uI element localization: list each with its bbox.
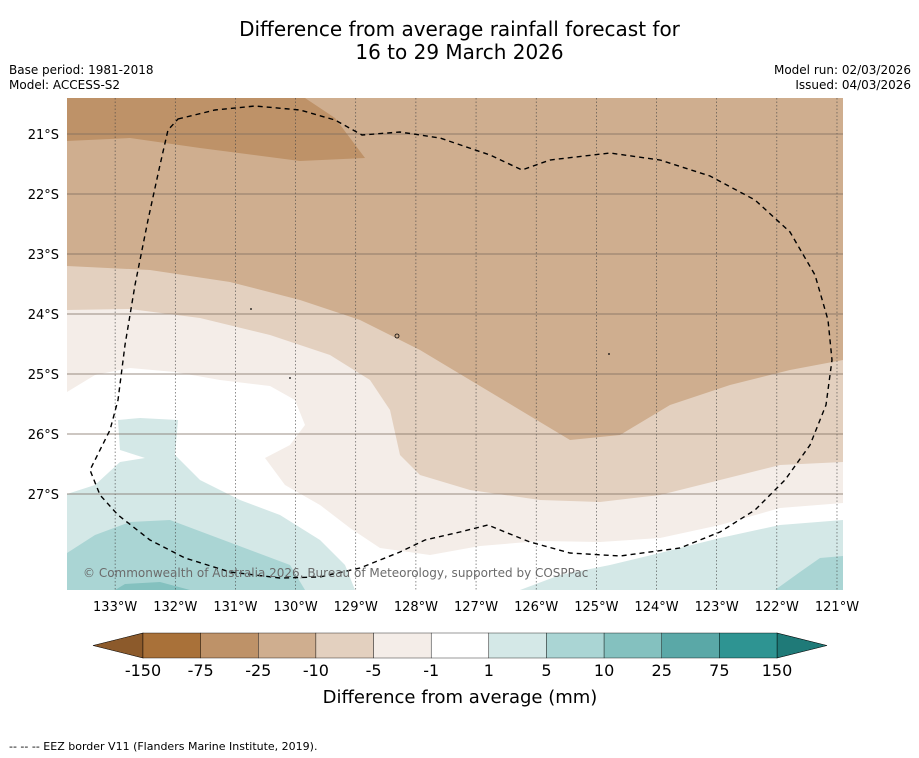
x-tick-label: 128°W	[394, 600, 438, 615]
copyright-credit: © Commonwealth of Australia 2026, Bureau…	[83, 566, 588, 580]
model-run: Model run: 02/03/2026	[773, 63, 911, 77]
colorbar-swatch	[546, 632, 605, 659]
base-period: Base period: 1981-2018	[9, 63, 154, 77]
x-tick-label: 129°W	[334, 600, 378, 615]
band-plus5-plus10	[67, 520, 843, 590]
colorbar-tick-label: -1	[423, 661, 439, 680]
y-tick-label: 25°S	[28, 368, 59, 383]
colorbar-extend-low	[92, 632, 144, 659]
map-field	[67, 98, 843, 590]
band-minus75-minus25	[67, 98, 365, 161]
colorbar-swatch	[719, 632, 778, 659]
band-plus10-plus25	[115, 582, 190, 590]
colorbar: -150 -75 -25 -10 -5 -1 1 5 10 25 75 150 Difference f…	[92, 632, 828, 708]
x-tick-label: 131°W	[213, 600, 257, 615]
y-tick-label: 23°S	[28, 248, 59, 263]
x-tick-label: 123°W	[695, 600, 739, 615]
colorbar-tick-label: -10	[303, 661, 329, 680]
colorbar-swatch	[603, 632, 662, 659]
colorbar-swatch	[430, 632, 490, 659]
title-line-1: Difference from average rainfall forecas…	[239, 17, 680, 41]
colorbar-swatch	[488, 632, 547, 659]
y-tick-label: 22°S	[28, 188, 59, 203]
x-tick-label: 127°W	[454, 600, 498, 615]
island-marker	[394, 333, 400, 339]
colorbar-swatch	[142, 632, 201, 659]
band-plus1-plus5	[67, 418, 843, 590]
colorbar-tick-label: -75	[188, 661, 214, 680]
y-tick-label: 24°S	[28, 308, 59, 323]
island-marker	[289, 377, 291, 379]
x-tick-label: 121°W	[815, 600, 859, 615]
y-tick-label: 27°S	[28, 488, 59, 503]
eez-border	[89, 105, 833, 579]
chart-title: Difference from average rainfall forecas…	[0, 18, 919, 64]
y-axis: 21°S 22°S 23°S 24°S 25°S 26°S 27°S	[28, 128, 59, 503]
colorbar-swatch	[200, 632, 259, 659]
x-axis: 133°W 132°W 131°W 130°W 129°W 128°W 127°W 126°W…	[93, 600, 859, 615]
colorbar-tick-label: 25	[652, 661, 672, 680]
issued-date: Issued: 04/03/2026	[795, 78, 911, 92]
x-tick-label: 130°W	[274, 600, 318, 615]
colorbar-extend-high	[776, 632, 828, 659]
gridlines	[67, 98, 843, 590]
colorbar-tick-label: 75	[709, 661, 729, 680]
y-tick-label: 26°S	[28, 428, 59, 443]
colorbar-tick-label: 5	[541, 661, 551, 680]
footnote: -- -- -- EEZ border V11 (Flanders Marine…	[9, 740, 318, 753]
y-tick-label: 21°S	[28, 128, 59, 143]
colorbar-swatch	[258, 632, 317, 659]
colorbar-tick-label: -5	[366, 661, 382, 680]
colorbar-swatch	[661, 632, 720, 659]
colorbar-label: Difference from average (mm)	[323, 687, 598, 708]
model-name: Model: ACCESS-S2	[9, 78, 121, 92]
island-marker	[250, 308, 252, 310]
colorbar-tick-label: 10	[594, 661, 614, 680]
colorbar-tick-label: -25	[245, 661, 271, 680]
colorbar-tick-label: 150	[762, 661, 793, 680]
colorbar-tick-label: -150	[125, 661, 161, 680]
x-tick-label: 126°W	[514, 600, 558, 615]
x-tick-label: 125°W	[574, 600, 618, 615]
meta-left: Base period: 1981-2018 Model: ACCESS-S2	[9, 63, 154, 93]
x-tick-label: 122°W	[755, 600, 799, 615]
island-marker	[608, 353, 610, 355]
colorbar-tick-label: 1	[484, 661, 494, 680]
meta-right: Model run: 02/03/2026 Issued: 04/03/2026	[774, 63, 911, 93]
title-line-2: 16 to 29 March 2026	[355, 40, 564, 64]
colorbar-swatch	[315, 632, 374, 659]
x-tick-label: 124°W	[634, 600, 678, 615]
x-tick-label: 133°W	[93, 600, 137, 615]
x-tick-label: 132°W	[153, 600, 197, 615]
colorbar-swatch	[373, 632, 432, 659]
